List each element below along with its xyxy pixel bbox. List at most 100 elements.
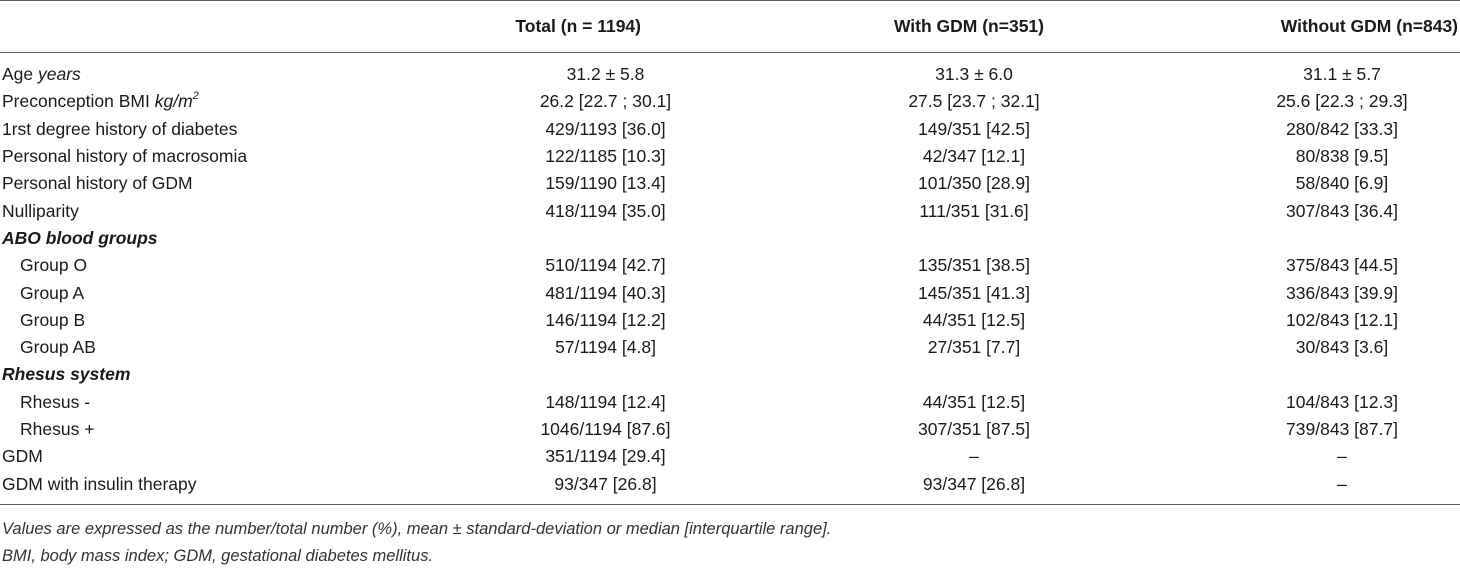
- cell-without-gdm: 307/843 [36.4]: [1286, 200, 1398, 221]
- row-label: GDM: [0, 443, 434, 470]
- group-label: ABO blood groups: [2, 227, 158, 248]
- group-header-row: ABO blood groups: [0, 225, 1460, 252]
- table-row: Rhesus - 148/1194 [12.4] 44/351 [12.5] 104/…: [0, 389, 1460, 416]
- row-label-text: GDM with insulin therapy: [2, 473, 197, 494]
- table-row: GDM 351/1194 [29.4] – –: [0, 443, 1460, 470]
- table-row: Nulliparity 418/1194 [35.0] 111/351 [31.6]…: [0, 197, 1460, 224]
- cell-total: 159/1190 [13.4]: [545, 173, 666, 194]
- cell-with-gdm: 101/350 [28.9]: [918, 173, 1030, 194]
- cell-total: 57/1194 [4.8]: [555, 337, 656, 358]
- table-row: Group A 481/1194 [40.3] 145/351 [41.3] 336/…: [0, 279, 1460, 306]
- table-body: Age years 31.2 ± 5.8 31.3 ± 6.0 31.1 ± 5.7 P…: [0, 53, 1460, 505]
- footnote-values: Values are expressed as the number/total…: [2, 520, 832, 538]
- table-row: Personal history of macrosomia 122/1185 […: [0, 143, 1460, 170]
- table-row: GDM with insulin therapy 93/347 [26.8] 93/…: [0, 470, 1460, 505]
- cell-without-gdm: 80/838 [9.5]: [1295, 146, 1389, 167]
- row-label-text: Group O: [20, 255, 88, 276]
- header-row: Total (n = 1194) With GDM (n=351) Withou…: [0, 1, 1460, 53]
- footnote-abbreviations: BMI, body mass index; GDM, gestational d…: [2, 547, 434, 565]
- row-label: Rhesus -: [0, 389, 434, 416]
- cell-total: 481/1194 [40.3]: [545, 282, 666, 303]
- cell-with-gdm: 44/351 [12.5]: [922, 391, 1026, 412]
- cell-with-gdm: 42/347 [12.1]: [922, 146, 1026, 167]
- row-label-unit: years: [38, 64, 81, 85]
- cell-with-gdm: –: [969, 446, 979, 467]
- table-row: Personal history of GDM 159/1190 [13.4] 10…: [0, 170, 1460, 197]
- row-label-superscript: 2: [192, 90, 199, 103]
- cell-total: 351/1194 [29.4]: [545, 446, 666, 467]
- row-label: Group O: [0, 252, 434, 279]
- row-label: Preconception BMI kg/m2: [0, 88, 434, 115]
- row-label-text: Personal history of macrosomia: [2, 146, 248, 167]
- cell-total: 148/1194 [12.4]: [545, 391, 666, 412]
- row-label: GDM with insulin therapy: [0, 470, 434, 505]
- header-label-column: [0, 1, 434, 53]
- row-label: Personal history of GDM: [0, 170, 434, 197]
- cell-with-gdm: 27/351 [7.7]: [927, 337, 1021, 358]
- cell-total: 146/1194 [12.2]: [545, 309, 666, 330]
- row-label-text: Group B: [20, 309, 86, 330]
- table-row: Group B 146/1194 [12.2] 44/351 [12.5] 102/8…: [0, 307, 1460, 334]
- cell-total: 122/1185 [10.3]: [545, 146, 666, 167]
- header-without-gdm: Without GDM (n=843): [1124, 1, 1460, 53]
- cell-total: 93/347 [26.8]: [434, 470, 779, 505]
- cell-total: 429/1193 [36.0]: [545, 118, 666, 139]
- table-row: Group O 510/1194 [42.7] 135/351 [38.5] 375/…: [0, 252, 1460, 279]
- characteristics-table-container: Total (n = 1194) With GDM (n=351) Withou…: [0, 0, 1460, 505]
- cell-without-gdm: 102/843 [12.1]: [1286, 309, 1398, 330]
- row-label-text: Personal history of GDM: [2, 173, 193, 194]
- cell-total: 26.2 [22.7 ; 30.1]: [539, 91, 672, 112]
- table-row: 1rst degree history of diabetes 429/1193 …: [0, 116, 1460, 143]
- group-label: Rhesus system: [2, 364, 131, 385]
- cell-total: 1046/1194 [87.6]: [540, 419, 671, 439]
- table-row: Age years 31.2 ± 5.8 31.3 ± 6.0 31.1 ± 5.7: [0, 53, 1460, 89]
- row-label: Group B: [0, 307, 434, 334]
- cell-with-gdm: 27.5 [23.7 ; 32.1]: [908, 91, 1040, 112]
- row-label: Age years: [0, 53, 434, 89]
- cell-with-gdm: 149/351 [42.5]: [918, 118, 1030, 139]
- row-label: Rhesus +: [0, 416, 434, 443]
- row-label: Group AB: [0, 334, 434, 361]
- cell-with-gdm: 111/351 [31.6]: [919, 200, 1029, 221]
- row-label: Nulliparity: [0, 197, 434, 224]
- cell-total: 418/1194 [35.0]: [545, 200, 666, 221]
- table-row: Group AB 57/1194 [4.8] 27/351 [7.7] 30/843 …: [0, 334, 1460, 361]
- cell-without-gdm: –: [1124, 470, 1460, 505]
- cell-without-gdm: 25.6 [22.3 ; 29.3]: [1276, 91, 1408, 112]
- cell-without-gdm: 31.1 ± 5.7: [1303, 64, 1381, 85]
- cell-with-gdm: 307/351 [87.5]: [918, 419, 1030, 439]
- cell-without-gdm: 104/843 [12.3]: [1286, 391, 1398, 412]
- row-label-text: Group A: [20, 282, 85, 303]
- cell-with-gdm: 145/351 [41.3]: [918, 282, 1030, 303]
- cell-with-gdm: 93/347 [26.8]: [779, 470, 1124, 505]
- table-header: Total (n = 1194) With GDM (n=351) Withou…: [0, 0, 1460, 53]
- cell-without-gdm: –: [1337, 446, 1347, 467]
- row-label: Group A: [0, 279, 434, 306]
- cell-without-gdm: 30/843 [3.6]: [1295, 337, 1389, 358]
- table-row: Rhesus + 1046/1194 [87.6] 307/351 [87.5] 73…: [0, 416, 1460, 443]
- row-label-unit: kg/m: [154, 91, 193, 112]
- row-label-text: GDM: [2, 446, 43, 467]
- cell-without-gdm: 739/843 [87.7]: [1286, 419, 1398, 439]
- row-label-text: Rhesus -: [20, 391, 91, 412]
- row-label-text: Rhesus +: [20, 419, 95, 439]
- cell-without-gdm: 58/840 [6.9]: [1295, 173, 1389, 194]
- group-header-row: Rhesus system: [0, 361, 1460, 388]
- row-label: 1rst degree history of diabetes: [0, 116, 434, 143]
- cell-without-gdm: 375/843 [44.5]: [1286, 255, 1398, 276]
- row-label-text: 1rst degree history of diabetes: [2, 118, 238, 139]
- table-row: Preconception BMI kg/m2 26.2 [22.7 ; 30.1…: [0, 88, 1460, 115]
- cell-with-gdm: 44/351 [12.5]: [922, 309, 1026, 330]
- header-with-gdm: With GDM (n=351): [779, 1, 1124, 53]
- cell-with-gdm: 135/351 [38.5]: [918, 255, 1030, 276]
- header-total: Total (n = 1194): [434, 1, 779, 53]
- row-label-text: Group AB: [20, 337, 96, 358]
- cell-without-gdm: 336/843 [39.9]: [1286, 282, 1398, 303]
- characteristics-table: Total (n = 1194) With GDM (n=351) Withou…: [0, 0, 1460, 505]
- row-label-text: Nulliparity: [2, 200, 79, 221]
- cell-without-gdm: 280/842 [33.3]: [1286, 118, 1398, 139]
- cell-total: 510/1194 [42.7]: [545, 255, 666, 276]
- cell-total: 31.2 ± 5.8: [566, 64, 645, 85]
- row-label: Personal history of macrosomia: [0, 143, 434, 170]
- row-label-text: Age: [2, 64, 38, 85]
